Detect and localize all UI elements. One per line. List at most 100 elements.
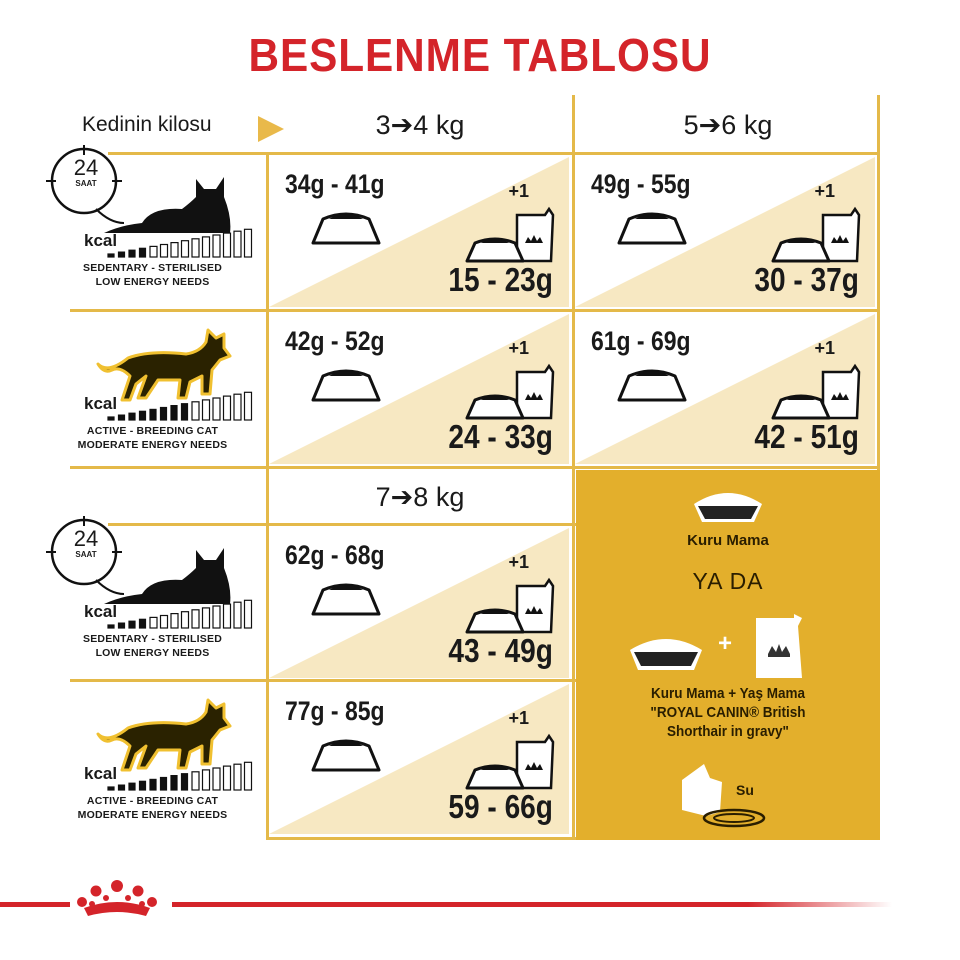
energy-bar xyxy=(170,242,179,258)
divider xyxy=(70,466,880,469)
walking-cat-icon xyxy=(96,328,232,402)
wet-pouch-count: +1 xyxy=(814,181,835,201)
energy-bar xyxy=(117,251,126,258)
divider xyxy=(572,95,575,470)
mixed-line-2: "ROYAL CANIN® British xyxy=(650,704,806,721)
feeding-cell: 42g - 52g +1 24 - 33g xyxy=(269,312,569,464)
clock-unit: SAAT xyxy=(75,179,97,188)
kcal-label: kcal xyxy=(84,764,118,783)
energy-bar xyxy=(191,401,200,421)
energy-bar xyxy=(107,253,115,258)
mixed-food-icon xyxy=(465,363,555,420)
mixed-dry-food-amount: 42 - 51g xyxy=(754,418,859,455)
dry-food-amount: 61g - 69g xyxy=(591,326,691,356)
dry-food-amount: 62g - 68g xyxy=(285,540,385,570)
mixed-line-3: Shorthair in gravy" xyxy=(667,723,789,740)
energy-bar xyxy=(222,232,232,258)
mixed-feeding-background xyxy=(575,157,875,307)
energy-bar xyxy=(222,395,232,421)
energy-bar xyxy=(159,406,168,421)
column-header-3-4kg: 3➔4 kg xyxy=(375,110,465,140)
energy-bar xyxy=(170,613,179,629)
energy-bar xyxy=(170,405,178,421)
feeding-cell: 49g - 55g +1 30 - 37g xyxy=(575,155,875,307)
energy-bar xyxy=(170,775,178,791)
royal-canin-crown-logo xyxy=(77,880,157,916)
energy-bar xyxy=(128,620,136,629)
plus-sign: + xyxy=(718,630,733,657)
lying-cat-icon xyxy=(104,177,231,233)
legend-panel: Kuru Mama YA DA + Kuru Mama + Yaş Mama "… xyxy=(576,470,880,840)
profile-line-2: MODERATE ENERGY NEEDS xyxy=(77,809,228,821)
brand-line xyxy=(0,902,70,907)
clock-unit: SAAT xyxy=(75,550,97,559)
lying-cat-icon xyxy=(104,548,231,604)
dry-food-bowl-icon xyxy=(617,369,687,402)
energy-bar xyxy=(107,416,115,421)
energy-bar xyxy=(212,397,221,421)
energy-bar xyxy=(159,776,168,791)
energy-bar xyxy=(138,410,147,421)
arrow-right-icon xyxy=(258,116,284,142)
column-header-5-6kg: 5➔6 kg xyxy=(683,110,773,140)
energy-bar xyxy=(117,784,126,791)
energy-bar xyxy=(243,761,253,791)
mixed-line-1: Kuru Mama + Yaş Mama xyxy=(651,685,805,702)
profile-sedentary: 24 SAAT kcal SEDENTARY - STERILISED LOW E… xyxy=(40,516,265,678)
wet-pouch-count: +1 xyxy=(508,181,529,201)
energy-bar xyxy=(243,228,253,258)
energy-bar xyxy=(117,414,126,421)
kcal-label: kcal xyxy=(84,231,118,250)
mixed-feeding-background xyxy=(575,314,875,464)
energy-bar xyxy=(180,403,189,421)
mixed-feeding-background xyxy=(269,157,569,307)
energy-bar xyxy=(149,778,157,791)
energy-bar xyxy=(138,618,147,629)
dry-food-amount: 49g - 55g xyxy=(591,169,691,199)
kcal-meter-icon xyxy=(107,599,253,629)
energy-bar xyxy=(191,238,200,258)
mixed-food-icon xyxy=(771,363,861,420)
dry-food-amount: 34g - 41g xyxy=(285,169,385,199)
dry-food-bowl-icon xyxy=(311,583,381,616)
energy-bar xyxy=(180,240,190,258)
mixed-feeding-background xyxy=(269,314,569,464)
column-header-7-8kg: 7➔8 kg xyxy=(375,482,465,512)
water-icon xyxy=(682,764,766,828)
energy-bar xyxy=(222,603,232,629)
energy-bar xyxy=(201,769,211,791)
water-label: Su xyxy=(736,782,754,798)
or-label: YA DA xyxy=(692,568,764,594)
divider xyxy=(70,679,576,682)
profile-line-2: LOW ENERGY NEEDS xyxy=(95,276,210,288)
energy-bar xyxy=(149,245,158,258)
profile-line-1: SEDENTARY - STERILISED xyxy=(83,633,222,645)
profile-line-2: MODERATE ENERGY NEEDS xyxy=(77,439,228,451)
brand-line xyxy=(172,902,892,907)
energy-bar xyxy=(243,599,253,629)
energy-bar xyxy=(201,607,211,629)
divider xyxy=(108,523,576,526)
clock-number: 24 xyxy=(73,155,99,180)
energy-bar xyxy=(191,609,200,629)
energy-bar xyxy=(243,391,253,421)
mixed-food-icon xyxy=(465,733,555,790)
mixed-feeding-background xyxy=(269,528,569,678)
energy-bar xyxy=(233,393,242,421)
wet-pouch-count: +1 xyxy=(508,552,529,572)
profile-sedentary: 24 SAAT kcal SEDENTARY - STERILISED LOW E… xyxy=(40,145,265,307)
energy-bar xyxy=(212,605,221,629)
feeding-cell: 34g - 41g +1 15 - 23g xyxy=(269,155,569,307)
mixed-food-icon xyxy=(771,206,861,263)
wet-pouch-count: +1 xyxy=(508,338,529,358)
dry-food-bowl-icon xyxy=(311,212,381,245)
dry-food-amount: 77g - 85g xyxy=(285,696,385,726)
mixed-dry-food-amount: 59 - 66g xyxy=(448,788,553,825)
dry-food-bowl-icon xyxy=(617,212,687,245)
mixed-food-icon xyxy=(465,206,555,263)
energy-bar xyxy=(159,614,169,629)
page-title: BESLENME TABLOSU xyxy=(248,29,712,81)
energy-bar xyxy=(138,247,147,258)
energy-bar xyxy=(222,765,232,791)
energy-bar xyxy=(212,234,221,258)
